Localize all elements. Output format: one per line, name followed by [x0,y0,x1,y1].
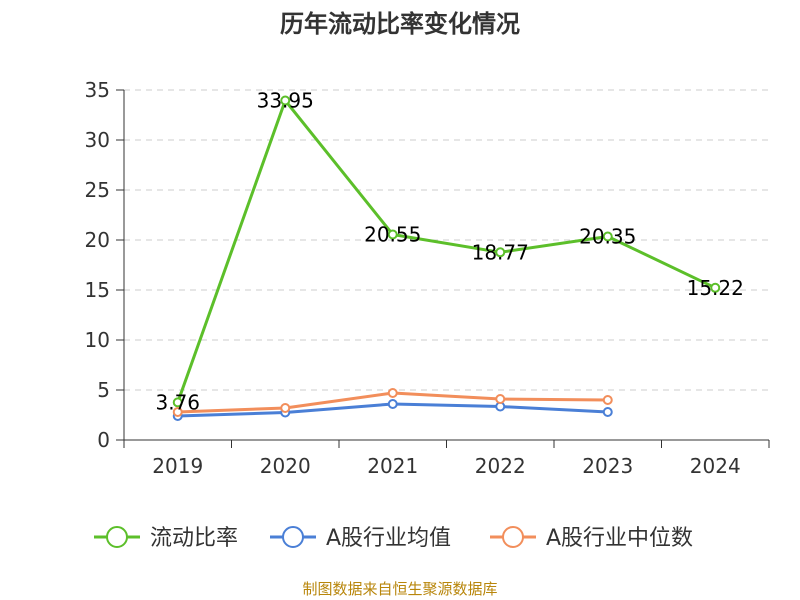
series-0-point[interactable] [495,247,506,258]
y-tick-label: 20 [85,228,110,252]
y-tick-label: 10 [85,328,110,352]
data-label: 15.22 [687,276,744,300]
series-2-point[interactable] [602,395,613,405]
x-tick-label: 2019 [152,454,203,478]
x-tick-label: 2023 [582,454,633,478]
series-0-point[interactable] [172,397,183,408]
legend-swatch-marker [106,526,128,548]
y-tick-label: 0 [97,428,110,452]
series-1-point[interactable] [602,407,613,417]
legend-label: A股行业中位数 [546,526,693,551]
x-tick-label: 2021 [367,454,418,478]
axes: 0 5 10 15 20 25 30 35 2019 2020 2021 2022 2023 2024 [85,78,770,478]
data-label: 33.95 [257,89,314,113]
x-tick-label: 2024 [690,454,741,478]
legend-label: A股行业均值 [326,526,451,551]
legend-label: 流动比率 [150,526,238,551]
data-label: 20.55 [364,223,421,247]
y-tick-label: 35 [85,78,110,102]
series-0-point[interactable] [280,95,291,106]
series-2-point[interactable] [280,403,291,413]
x-tick-label: 2020 [260,454,311,478]
y-tick-label: 5 [97,378,110,402]
series-0-line [176,99,717,404]
series-2-point[interactable] [172,407,183,417]
series-0-point[interactable] [710,282,721,293]
source-note: 制图数据来自恒生聚源数据库 [302,580,497,598]
y-tick-label: 25 [85,178,110,202]
chart-title: 历年流动比率变化情况 [280,10,520,38]
legend-item[interactable]: A股行业均值 [270,526,451,551]
legend-item[interactable]: 流动比率 [94,526,238,551]
series-1-point[interactable] [387,399,398,409]
series-2-point[interactable] [495,394,506,404]
data-labels: 3.76 33.95 20.55 18.77 20.35 15.22 [155,89,743,415]
series-0-point[interactable] [387,229,398,240]
legend-swatch-marker [502,526,524,548]
y-tick-label: 15 [85,278,110,302]
grid [124,89,769,391]
series-lines [172,95,721,421]
data-label: 18.77 [472,240,529,264]
legend[interactable]: 流动比率 A股行业均值 A股行业中位数 [94,526,693,551]
x-tick-label: 2022 [475,454,526,478]
series-2-point[interactable] [387,388,398,398]
legend-item[interactable]: A股行业中位数 [490,526,693,551]
legend-swatch-marker [282,526,304,548]
series-0-point[interactable] [602,231,613,242]
y-tick-label: 30 [85,128,110,152]
data-label: 20.35 [579,225,636,249]
data-label: 3.76 [155,390,200,414]
